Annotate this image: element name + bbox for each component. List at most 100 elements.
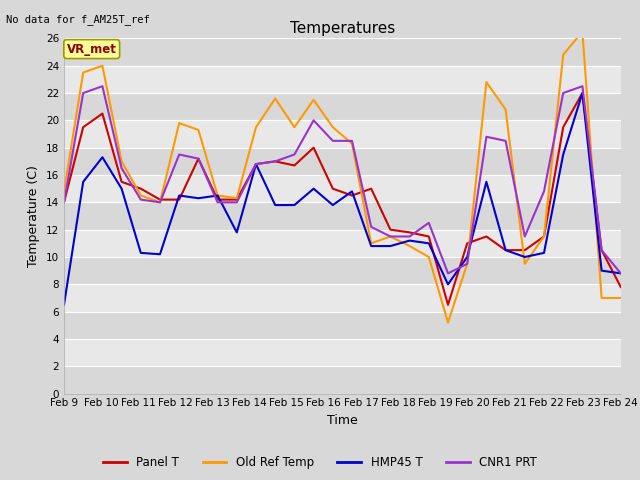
Line: Panel T: Panel T bbox=[64, 93, 621, 305]
HMP45 T bbox=[99, 155, 106, 160]
Bar bbox=[64, 66, 621, 93]
Panel T bbox=[329, 186, 337, 192]
Panel T bbox=[252, 161, 260, 167]
HMP45 T bbox=[310, 186, 317, 192]
HMP45 T bbox=[540, 250, 548, 256]
Panel T bbox=[118, 179, 125, 185]
CNR1 PRT bbox=[348, 138, 356, 144]
Panel T bbox=[579, 90, 586, 96]
CNR1 PRT bbox=[310, 118, 317, 123]
CNR1 PRT bbox=[271, 158, 279, 164]
HMP45 T bbox=[118, 186, 125, 192]
CNR1 PRT bbox=[559, 90, 567, 96]
X-axis label: Time: Time bbox=[327, 414, 358, 427]
Old Ref Temp bbox=[175, 120, 183, 126]
CNR1 PRT bbox=[521, 234, 529, 240]
Y-axis label: Temperature (C): Temperature (C) bbox=[28, 165, 40, 267]
Panel T bbox=[175, 197, 183, 203]
HMP45 T bbox=[156, 252, 164, 257]
Text: No data for f_AM25T_ref: No data for f_AM25T_ref bbox=[6, 14, 150, 25]
CNR1 PRT bbox=[406, 234, 413, 240]
CNR1 PRT bbox=[291, 152, 298, 157]
HMP45 T bbox=[406, 238, 413, 243]
Old Ref Temp bbox=[579, 29, 586, 35]
HMP45 T bbox=[195, 195, 202, 201]
Old Ref Temp bbox=[559, 52, 567, 58]
HMP45 T bbox=[252, 161, 260, 167]
HMP45 T bbox=[79, 179, 87, 185]
Old Ref Temp bbox=[367, 240, 375, 246]
CNR1 PRT bbox=[252, 161, 260, 167]
Panel T bbox=[406, 229, 413, 235]
Panel T bbox=[387, 227, 394, 232]
CNR1 PRT bbox=[329, 138, 337, 144]
Panel T bbox=[559, 124, 567, 130]
Old Ref Temp bbox=[348, 141, 356, 146]
Old Ref Temp bbox=[137, 192, 145, 198]
CNR1 PRT bbox=[99, 84, 106, 89]
Old Ref Temp bbox=[406, 243, 413, 249]
CNR1 PRT bbox=[463, 261, 471, 267]
Bar bbox=[64, 312, 621, 339]
HMP45 T bbox=[444, 281, 452, 287]
Bar bbox=[64, 148, 621, 175]
CNR1 PRT bbox=[137, 197, 145, 203]
Old Ref Temp bbox=[156, 200, 164, 205]
Title: Temperatures: Temperatures bbox=[290, 21, 395, 36]
Old Ref Temp bbox=[521, 261, 529, 267]
HMP45 T bbox=[559, 152, 567, 157]
Old Ref Temp bbox=[79, 70, 87, 75]
Bar bbox=[64, 120, 621, 148]
CNR1 PRT bbox=[195, 156, 202, 161]
Panel T bbox=[598, 247, 605, 253]
Old Ref Temp bbox=[387, 234, 394, 240]
Panel T bbox=[617, 284, 625, 290]
Old Ref Temp bbox=[118, 158, 125, 164]
Panel T bbox=[483, 234, 490, 240]
Panel T bbox=[79, 124, 87, 130]
CNR1 PRT bbox=[502, 138, 509, 144]
Old Ref Temp bbox=[502, 107, 509, 112]
CNR1 PRT bbox=[425, 220, 433, 226]
Line: HMP45 T: HMP45 T bbox=[64, 93, 621, 305]
CNR1 PRT bbox=[483, 134, 490, 140]
CNR1 PRT bbox=[175, 152, 183, 157]
Old Ref Temp bbox=[329, 124, 337, 130]
HMP45 T bbox=[60, 302, 68, 308]
HMP45 T bbox=[598, 268, 605, 274]
HMP45 T bbox=[579, 90, 586, 96]
CNR1 PRT bbox=[79, 90, 87, 96]
Line: Old Ref Temp: Old Ref Temp bbox=[64, 32, 621, 323]
Panel T bbox=[214, 197, 221, 203]
CNR1 PRT bbox=[598, 247, 605, 253]
Panel T bbox=[502, 247, 509, 253]
Old Ref Temp bbox=[540, 234, 548, 240]
HMP45 T bbox=[367, 243, 375, 249]
Old Ref Temp bbox=[617, 295, 625, 301]
HMP45 T bbox=[214, 192, 221, 198]
Line: CNR1 PRT: CNR1 PRT bbox=[64, 86, 621, 274]
Panel T bbox=[425, 234, 433, 240]
Old Ref Temp bbox=[271, 96, 279, 101]
Bar bbox=[64, 284, 621, 312]
Panel T bbox=[521, 247, 529, 253]
CNR1 PRT bbox=[156, 200, 164, 205]
Old Ref Temp bbox=[291, 124, 298, 130]
Old Ref Temp bbox=[463, 261, 471, 267]
CNR1 PRT bbox=[579, 84, 586, 89]
Old Ref Temp bbox=[195, 127, 202, 133]
HMP45 T bbox=[175, 192, 183, 198]
Bar bbox=[64, 38, 621, 66]
CNR1 PRT bbox=[367, 224, 375, 230]
CNR1 PRT bbox=[540, 189, 548, 194]
Panel T bbox=[137, 186, 145, 192]
HMP45 T bbox=[502, 247, 509, 253]
HMP45 T bbox=[387, 243, 394, 249]
HMP45 T bbox=[348, 189, 356, 194]
Old Ref Temp bbox=[60, 189, 68, 194]
CNR1 PRT bbox=[214, 200, 221, 205]
Panel T bbox=[99, 111, 106, 117]
Old Ref Temp bbox=[252, 124, 260, 130]
Bar bbox=[64, 203, 621, 229]
Bar bbox=[64, 93, 621, 120]
